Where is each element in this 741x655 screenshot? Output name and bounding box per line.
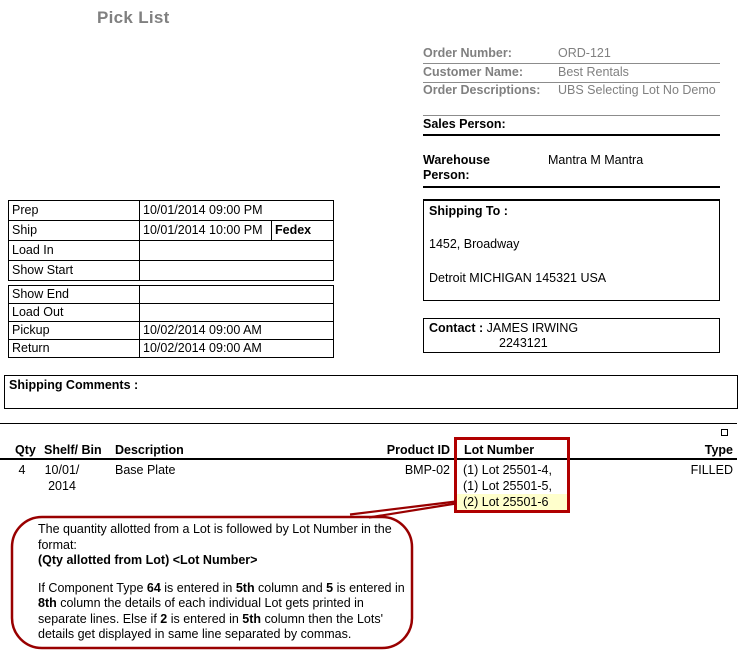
item-lot-numbers: (1) Lot 25501-4, (1) Lot 25501-5, (2) Lo… xyxy=(457,462,567,511)
load-out-value xyxy=(140,304,333,321)
warehouse-person-value: Mantra M Mantra xyxy=(548,153,644,167)
contact-line: Contact : JAMES IRWING xyxy=(429,321,714,336)
contact-label: Contact : xyxy=(429,321,484,335)
shipping-to-label: Shipping To : xyxy=(429,204,508,218)
col-header-type: Type xyxy=(704,443,733,457)
shipping-comments-label: Shipping Comments : xyxy=(9,378,139,392)
show-end-label: Show End xyxy=(9,286,140,303)
col-header-lot-number: Lot Number xyxy=(464,443,535,457)
return-value: 10/02/2014 09:00 AM xyxy=(143,341,262,355)
item-shelf-bin-line1: 10/01/ xyxy=(44,463,80,477)
schedule-row-ship: Ship 10/01/2014 10:00 PM Fedex xyxy=(9,221,333,241)
order-number-value: ORD-121 xyxy=(558,46,611,60)
order-descriptions-value: UBS Selecting Lot No Demo xyxy=(558,83,716,97)
prep-value: 10/01/2014 09:00 PM xyxy=(143,203,263,217)
sales-person-label: Sales Person: xyxy=(423,117,506,131)
page-break-marker xyxy=(721,429,728,436)
prep-label: Prep xyxy=(9,201,140,220)
customer-name-value: Best Rentals xyxy=(558,65,629,79)
schedule-row-show-end: Show End xyxy=(9,286,333,304)
lot-number-entry: (1) Lot 25501-5, xyxy=(463,479,552,493)
pickup-label: Pickup xyxy=(9,322,140,339)
warehouse-person-label: Warehouse Person: xyxy=(423,153,490,182)
page-title: Pick List xyxy=(97,8,170,27)
col-header-product-id: Product ID xyxy=(386,443,450,457)
ship-label: Ship xyxy=(9,221,140,240)
shipping-address-line2: Detroit MICHIGAN 145321 USA xyxy=(429,271,607,285)
order-descriptions-row: Order Descriptions: UBS Selecting Lot No… xyxy=(423,83,720,116)
schedule-row-prep: Prep 10/01/2014 09:00 PM xyxy=(9,201,333,221)
item-type: FILLED xyxy=(690,463,733,477)
ship-carrier: Fedex xyxy=(275,223,312,237)
schedule-table-top: Prep 10/01/2014 09:00 PM Ship 10/01/2014… xyxy=(8,200,334,281)
customer-name-row: Customer Name: Best Rentals xyxy=(423,64,720,83)
lot-number-entry-highlighted: (2) Lot 25501-6 xyxy=(457,494,567,511)
horizontal-rule xyxy=(0,423,737,424)
show-start-value xyxy=(140,261,333,280)
pickup-value: 10/02/2014 09:00 AM xyxy=(143,323,262,337)
shipping-comments-box: Shipping Comments : xyxy=(4,375,738,409)
return-label: Return xyxy=(9,340,140,357)
lot-number-entry: (1) Lot 25501-4, xyxy=(463,463,552,477)
schedule-row-pickup: Pickup 10/02/2014 09:00 AM xyxy=(9,322,333,340)
header-underline xyxy=(0,458,737,460)
col-header-qty: Qty xyxy=(15,443,36,457)
order-info-panel: Order Number: ORD-121 Customer Name: Bes… xyxy=(423,45,720,201)
item-qty: 4 xyxy=(18,463,26,477)
order-number-label: Order Number: xyxy=(423,46,512,60)
load-out-label: Load Out xyxy=(9,304,140,321)
ship-value: 10/01/2014 10:00 PM xyxy=(140,221,272,240)
item-shelf-bin: 10/01/ 2014 xyxy=(42,462,82,494)
annotation-text: The quantity allotted from a Lot is foll… xyxy=(38,522,405,641)
col-header-shelf-bin: Shelf/ Bin xyxy=(44,443,102,457)
shipping-address-line1: 1452, Broadway xyxy=(429,237,520,251)
contact-phone: 2243121 xyxy=(499,336,548,350)
schedule-table-bottom: Show End Load Out Pickup 10/02/2014 09:0… xyxy=(8,285,334,358)
schedule-row-load-in: Load In xyxy=(9,241,333,261)
schedule-row-return: Return 10/02/2014 09:00 AM xyxy=(9,340,333,357)
contact-box: Contact : JAMES IRWING 2243121 xyxy=(423,318,720,353)
show-end-value xyxy=(140,286,333,303)
contact-name: JAMES IRWING xyxy=(486,321,579,335)
warehouse-person-row: Warehouse Person: Mantra M Mantra xyxy=(423,153,720,188)
item-product-id: BMP-02 xyxy=(404,463,450,477)
col-header-description: Description xyxy=(115,443,184,457)
load-in-value xyxy=(140,241,333,260)
customer-name-label: Customer Name: xyxy=(423,65,524,79)
item-shelf-bin-line2: 2014 xyxy=(48,479,76,493)
order-descriptions-label: Order Descriptions: xyxy=(423,83,541,97)
order-number-row: Order Number: ORD-121 xyxy=(423,45,720,64)
item-description: Base Plate xyxy=(115,463,176,477)
show-start-label: Show Start xyxy=(9,261,140,280)
lot-column-emphasis-rectangle xyxy=(454,437,570,513)
schedule-row-show-start: Show Start xyxy=(9,261,333,280)
sales-person-row: Sales Person: xyxy=(423,116,720,136)
load-in-label: Load In xyxy=(9,241,140,260)
shipping-to-box: Shipping To : 1452, Broadway Detroit MIC… xyxy=(423,200,720,301)
schedule-row-load-out: Load Out xyxy=(9,304,333,322)
